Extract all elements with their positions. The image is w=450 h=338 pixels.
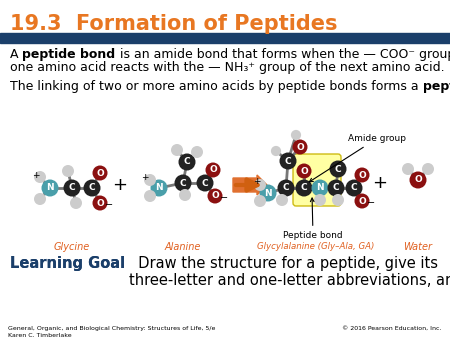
- Circle shape: [93, 195, 108, 211]
- Text: O: O: [414, 175, 422, 185]
- Text: C: C: [301, 184, 307, 193]
- Text: −: −: [105, 200, 113, 210]
- Text: −: −: [367, 198, 375, 208]
- Text: O: O: [358, 170, 366, 179]
- Text: peptide bond: peptide bond: [22, 48, 116, 61]
- Text: +: +: [141, 172, 149, 182]
- Circle shape: [254, 195, 266, 207]
- Text: C: C: [283, 184, 289, 193]
- Text: N: N: [46, 184, 54, 193]
- Circle shape: [296, 179, 312, 196]
- Text: Water: Water: [404, 242, 432, 252]
- Text: C: C: [335, 165, 341, 173]
- Text: +: +: [253, 176, 261, 186]
- Text: Peptide bond: Peptide bond: [283, 198, 343, 240]
- Circle shape: [297, 164, 311, 178]
- Text: Glycine: Glycine: [54, 242, 90, 252]
- Text: O: O: [96, 198, 104, 208]
- Circle shape: [276, 194, 288, 206]
- Circle shape: [279, 152, 297, 169]
- Text: Draw the structure for a peptide, give its
three-letter and one-letter abbreviat: Draw the structure for a peptide, give i…: [129, 256, 450, 288]
- Circle shape: [175, 174, 192, 192]
- Text: C: C: [285, 156, 291, 166]
- Circle shape: [179, 189, 191, 201]
- Circle shape: [171, 144, 183, 156]
- Text: N: N: [264, 189, 272, 197]
- Circle shape: [207, 189, 222, 203]
- Text: General, Organic, and Biological Chemistry: Structures of Life, 5/e
Karen C. Tim: General, Organic, and Biological Chemist…: [8, 326, 216, 338]
- FancyArrow shape: [233, 175, 267, 195]
- Text: peptide: peptide: [423, 80, 450, 93]
- Circle shape: [197, 174, 213, 192]
- Circle shape: [254, 179, 266, 191]
- Text: C: C: [180, 178, 186, 188]
- Circle shape: [34, 171, 46, 183]
- Text: −: −: [220, 193, 228, 203]
- FancyBboxPatch shape: [293, 154, 341, 206]
- Circle shape: [346, 179, 363, 196]
- Circle shape: [150, 179, 167, 196]
- Text: A: A: [10, 48, 22, 61]
- Circle shape: [332, 194, 344, 206]
- Text: Amide group: Amide group: [310, 134, 406, 182]
- Text: Learning Goal: Learning Goal: [10, 256, 125, 271]
- Circle shape: [260, 185, 276, 201]
- Text: O: O: [209, 166, 217, 174]
- Circle shape: [291, 130, 301, 140]
- Text: O: O: [358, 196, 366, 206]
- Text: +: +: [32, 171, 40, 180]
- Text: O: O: [211, 192, 219, 200]
- Text: Learning Goal: Learning Goal: [10, 256, 125, 271]
- Circle shape: [355, 168, 369, 183]
- Bar: [0, 33, 450, 43]
- Text: C: C: [351, 184, 357, 193]
- Text: N: N: [155, 184, 163, 193]
- Text: is an amide bond that forms when the — COO⁻ group of: is an amide bond that forms when the — C…: [116, 48, 450, 61]
- Text: O: O: [296, 143, 304, 151]
- Circle shape: [206, 163, 220, 177]
- Circle shape: [62, 165, 74, 177]
- Text: C: C: [69, 184, 75, 193]
- Circle shape: [34, 193, 46, 205]
- Circle shape: [422, 163, 434, 175]
- Circle shape: [314, 194, 326, 206]
- Circle shape: [70, 197, 82, 209]
- Circle shape: [41, 179, 58, 196]
- Text: N: N: [316, 184, 324, 193]
- Circle shape: [191, 146, 203, 158]
- Circle shape: [144, 174, 156, 186]
- Text: O: O: [300, 167, 308, 175]
- Text: +: +: [112, 176, 127, 194]
- Text: one amino acid reacts with the — NH₃⁺ group of the next amino acid.: one amino acid reacts with the — NH₃⁺ gr…: [10, 61, 445, 74]
- Text: Alanine: Alanine: [165, 242, 201, 252]
- Circle shape: [329, 161, 346, 177]
- Circle shape: [292, 140, 307, 154]
- Text: C: C: [202, 178, 208, 188]
- Text: C: C: [89, 184, 95, 193]
- Circle shape: [63, 179, 81, 196]
- Circle shape: [402, 163, 414, 175]
- Text: C: C: [184, 158, 190, 167]
- Text: Glycylalanine (Gly–Ala, GA): Glycylalanine (Gly–Ala, GA): [257, 242, 375, 251]
- Circle shape: [311, 179, 328, 196]
- Circle shape: [179, 153, 195, 170]
- Circle shape: [328, 179, 345, 196]
- Circle shape: [144, 190, 156, 202]
- Text: +: +: [373, 174, 387, 192]
- Circle shape: [93, 166, 108, 180]
- Circle shape: [410, 171, 427, 189]
- Text: The linking of two or more amino acids by peptide bonds forms a: The linking of two or more amino acids b…: [10, 80, 423, 93]
- Text: O: O: [96, 169, 104, 177]
- Text: C: C: [333, 184, 339, 193]
- Circle shape: [84, 179, 100, 196]
- Circle shape: [278, 179, 294, 196]
- Text: © 2016 Pearson Education, Inc.: © 2016 Pearson Education, Inc.: [342, 326, 442, 331]
- Circle shape: [355, 193, 369, 209]
- Circle shape: [271, 146, 281, 156]
- Text: 19.3  Formation of Peptides: 19.3 Formation of Peptides: [10, 14, 337, 34]
